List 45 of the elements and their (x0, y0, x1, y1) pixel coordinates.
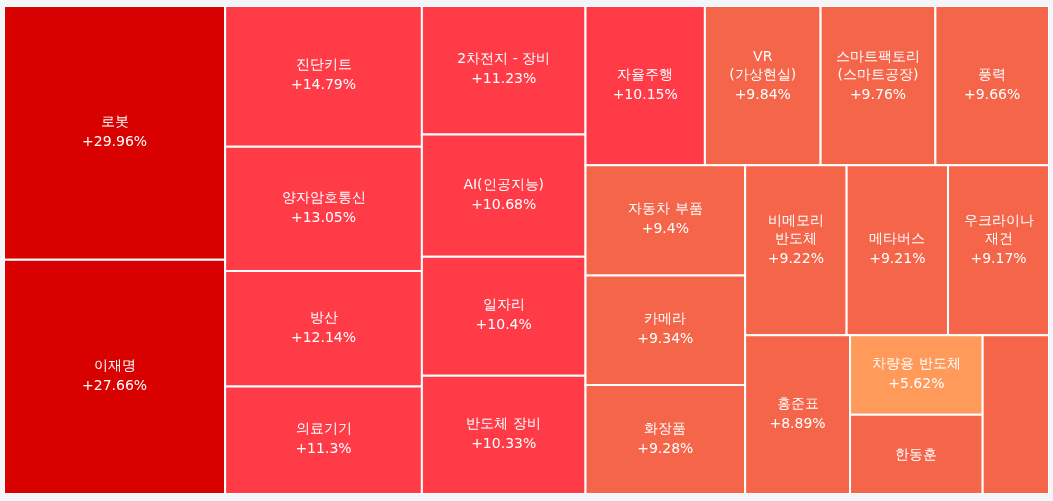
data-label: +9.21% (869, 250, 926, 267)
category-label: AI(인공지능) (463, 175, 545, 192)
category-label: 한동훈 (895, 446, 938, 463)
category-label: 우크라이나 재건 (963, 212, 1034, 247)
category-label: 의료기기 (295, 420, 352, 437)
category-label: 2차전지 - 장비 (457, 50, 551, 67)
category-label: 이재명 (93, 356, 136, 373)
data-label: +9.34% (637, 330, 694, 347)
data-label: +10.4% (475, 316, 532, 333)
category-label: 방산 (309, 308, 338, 325)
data-label: +12.14% (290, 328, 357, 345)
data-label: +9.76% (849, 85, 907, 102)
data-label: +9.17% (970, 250, 1027, 267)
category-label: 반도체 장비 (466, 414, 541, 431)
category-label: 카메라 (644, 310, 687, 327)
data-label: +11.3% (295, 440, 352, 457)
category-label: 로봇 (100, 112, 129, 129)
data-label: +9.84% (734, 85, 791, 102)
data-label: +9.66% (964, 85, 1021, 102)
category-label: 스마트팩토리(스마트공장) (836, 47, 920, 82)
data-label: +10.33% (471, 434, 537, 451)
category-label: VR(가상현실) (729, 47, 797, 82)
category-label: 차량용 반도체 (872, 354, 961, 371)
data-label: +10.15% (612, 85, 678, 102)
data-label: +14.79% (290, 76, 357, 93)
data-label: +10.68% (471, 195, 537, 212)
category-label: 풍력 (978, 65, 1007, 82)
category-label: 양자암호통신 (281, 188, 366, 205)
data-label: +13.05% (290, 208, 357, 225)
category-label: 진단키트 (295, 56, 352, 73)
data-label: +9.22% (767, 250, 824, 267)
data-label: +29.96% (81, 132, 148, 149)
category-label: 비메모리 반도체 (767, 212, 824, 247)
data-label: +8.89% (769, 414, 826, 431)
category-label: 메타버스 (869, 230, 926, 247)
category-label: 홍준표 (776, 394, 819, 411)
data-label: +9.4% (641, 220, 689, 237)
category-label: 일자리 (482, 296, 525, 313)
category-label: 자율주행 (617, 65, 674, 82)
category-label: 화장품 (644, 419, 687, 436)
data-label: +27.66% (81, 376, 148, 393)
data-label: +5.62% (888, 374, 945, 391)
data-label: +11.23% (471, 70, 537, 87)
data-label: +9.28% (637, 439, 694, 456)
category-label: 자동차 부품 (628, 200, 703, 217)
